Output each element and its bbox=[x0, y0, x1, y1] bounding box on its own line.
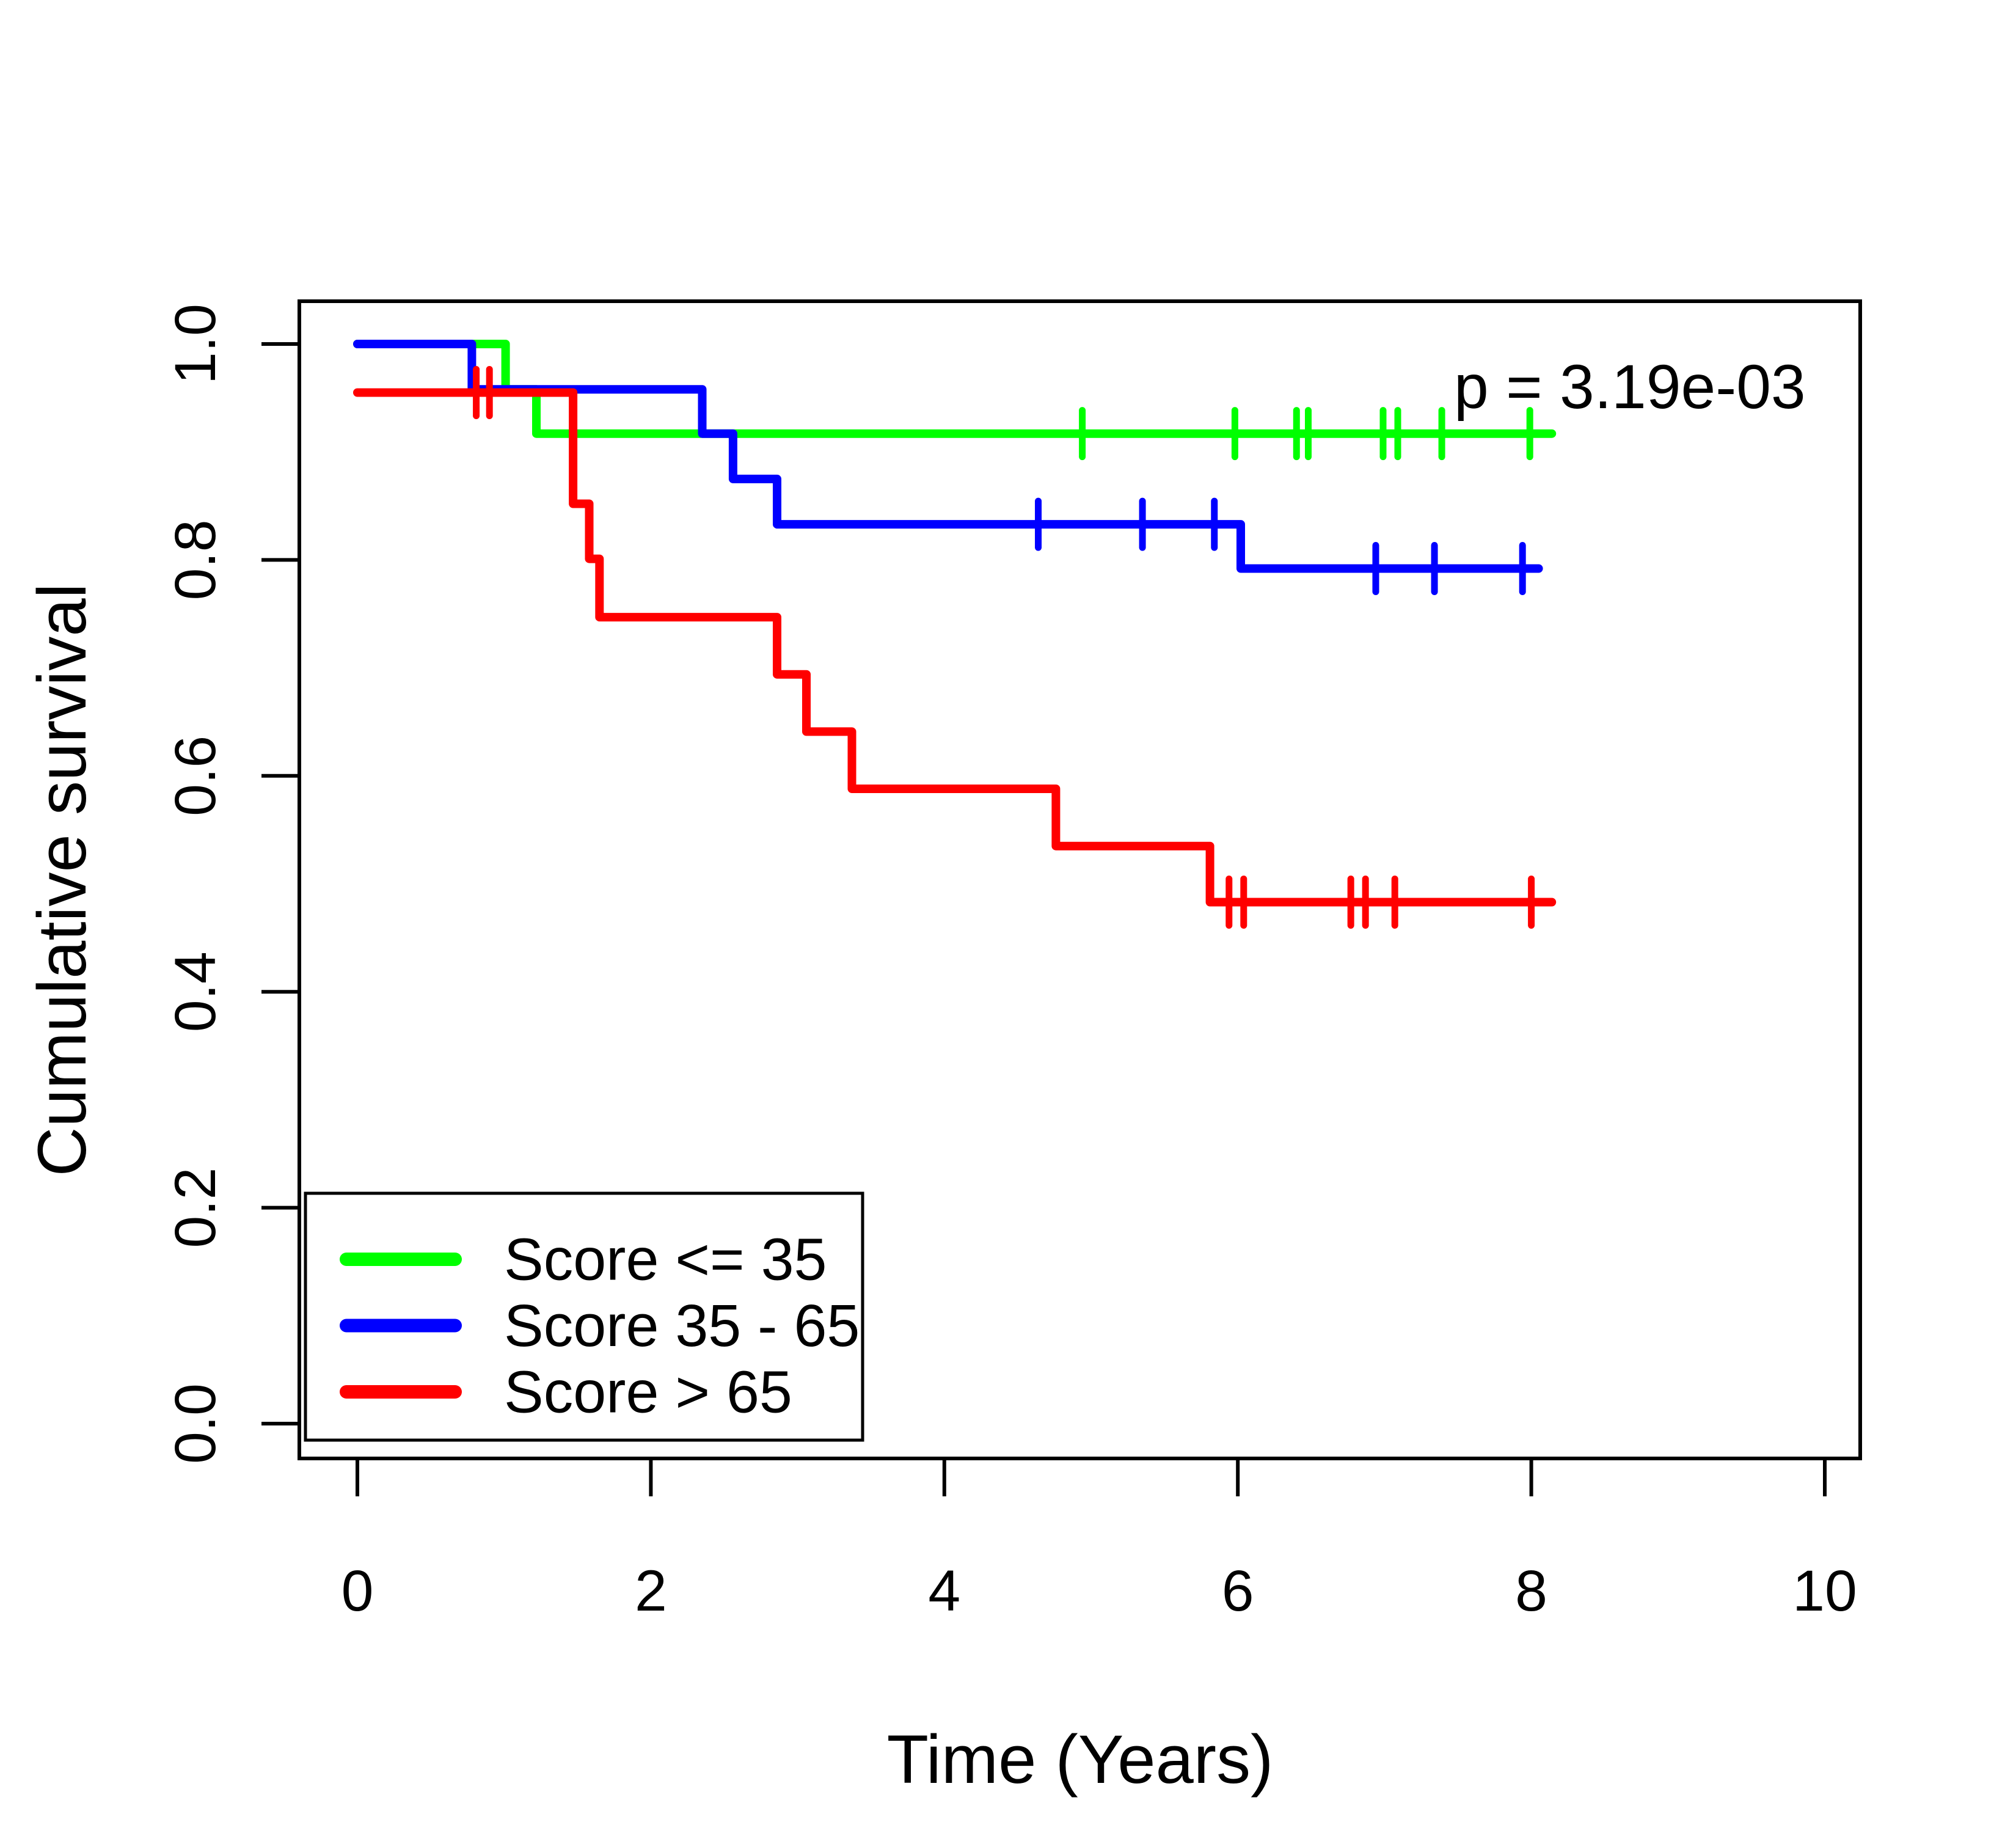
y-axis-title: Cumulative survival bbox=[24, 584, 100, 1177]
y-tick-label: 1.0 bbox=[163, 304, 228, 384]
x-tick-label: 0 bbox=[341, 1559, 374, 1623]
legend-label-score-35-65: Score 35 - 65 bbox=[504, 1292, 860, 1359]
legend-label-score-le-35: Score <= 35 bbox=[504, 1226, 827, 1293]
y-axis-ticks: 1.0 0.8 0.6 0.4 0.2 0.0 bbox=[163, 304, 299, 1464]
x-tick-label: 6 bbox=[1222, 1559, 1254, 1623]
y-tick-label: 0.8 bbox=[163, 519, 228, 600]
legend-box bbox=[304, 1191, 864, 1442]
survival-curves bbox=[353, 340, 1557, 929]
y-tick-label: 0.0 bbox=[163, 1383, 228, 1464]
y-tick-label: 0.6 bbox=[163, 736, 228, 816]
x-tick-label: 2 bbox=[635, 1559, 667, 1623]
p-value-annotation: p = 3.19e-03 bbox=[1454, 352, 1806, 422]
x-axis-title: Time (Years) bbox=[887, 1721, 1274, 1798]
x-axis-ticks: 0 2 4 6 8 10 bbox=[341, 1458, 1857, 1623]
km-curve-score-35-65 bbox=[353, 340, 1543, 573]
plot-border bbox=[298, 299, 1862, 1460]
x-tick-label: 4 bbox=[928, 1559, 960, 1623]
legend-label-score-gt-65: Score > 65 bbox=[504, 1359, 792, 1425]
km-curve-score-gt-65 bbox=[353, 388, 1557, 907]
x-tick-label: 8 bbox=[1515, 1559, 1547, 1623]
y-tick-label: 0.4 bbox=[163, 951, 228, 1032]
x-tick-label: 10 bbox=[1792, 1559, 1857, 1623]
y-tick-label: 0.2 bbox=[163, 1168, 228, 1248]
